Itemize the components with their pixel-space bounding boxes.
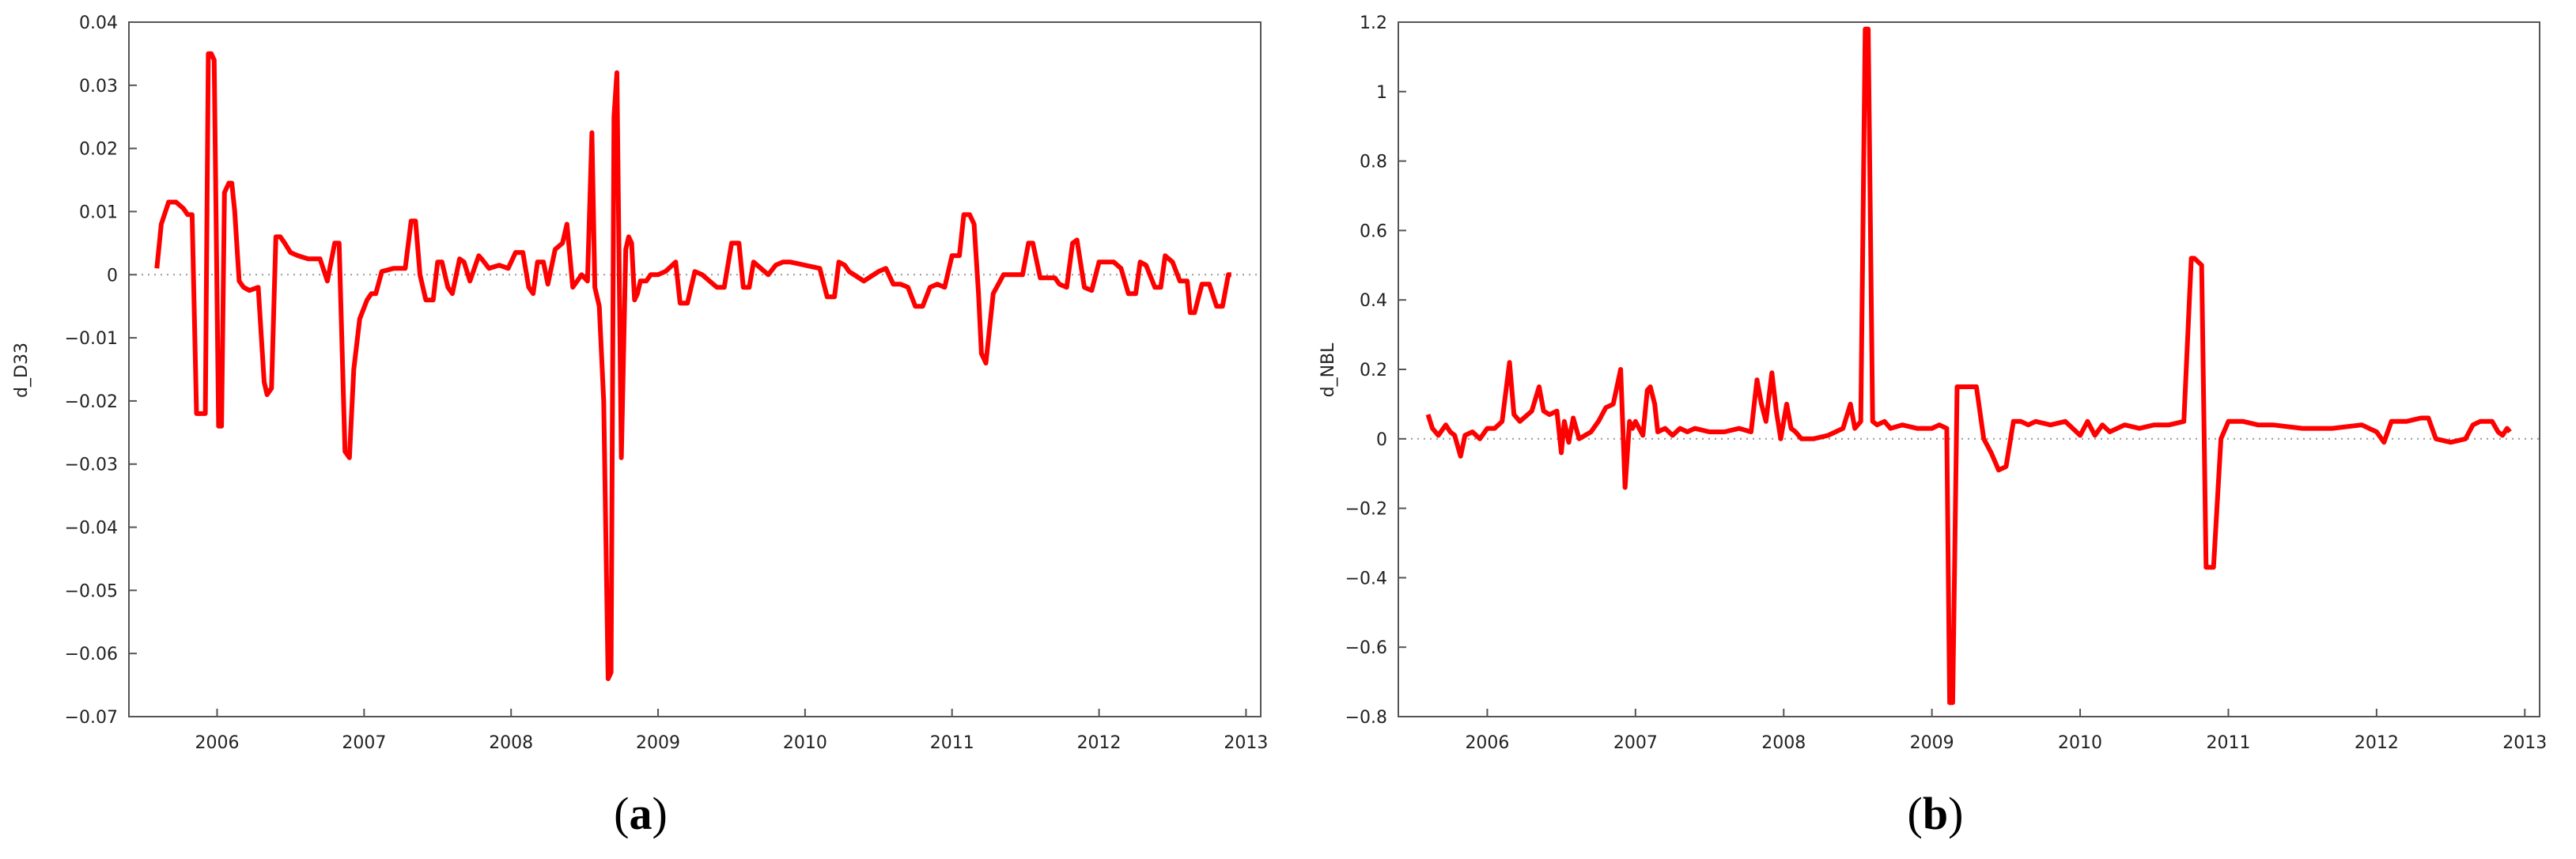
series-line-d-nbl — [1425, 26, 2512, 706]
y-tick-label: 1.2 — [1360, 13, 1387, 33]
x-tick-label: 2009 — [1910, 733, 1954, 753]
y-tick-label: −0.01 — [65, 329, 118, 349]
caption-a: (a) — [614, 788, 668, 839]
y-tick-label: 1 — [1376, 83, 1387, 103]
x-tick-label: 2006 — [1465, 733, 1509, 753]
y-axis-label-a: d_D33 — [12, 342, 32, 398]
y-tick-label: 0.02 — [79, 140, 118, 160]
y-tick-label: −0.07 — [65, 708, 118, 728]
x-axis-b: 2006 2007 2008 2009 2010 2011 2012 2013 — [1465, 709, 2547, 753]
y-tick-label: −0.02 — [65, 392, 118, 412]
x-tick-label: 2010 — [2058, 733, 2102, 753]
y-tick-label: −0.6 — [1345, 638, 1387, 658]
x-tick-label: 2012 — [2355, 733, 2399, 753]
x-tick-label: 2009 — [636, 733, 680, 753]
x-tick-label: 2006 — [195, 733, 240, 753]
y-tick-label: −0.4 — [1345, 569, 1387, 588]
y-axis-a: 0.04 0.03 0.02 0.01 0 −0.01 −0.02 −0.03 −0.04 −0.… — [65, 13, 137, 728]
chart-panel-a: 0.04 0.03 0.02 0.01 0 −0.01 −0.02 −0.03 −0.04 −0.… — [12, 13, 1268, 839]
y-tick-label: −0.06 — [65, 645, 118, 664]
y-tick-label: −0.03 — [65, 456, 118, 475]
chart-panel-b: 1.210.80.60.40.20−0.2−0.4−0.6−0.8 2006 20… — [1318, 13, 2547, 839]
x-tick-label: 2011 — [930, 733, 974, 753]
caption-b: (b) — [1908, 788, 1964, 839]
x-axis-a: 2006 2007 2008 2009 2010 2011 2012 2013 — [195, 709, 1268, 753]
x-tick-label: 2013 — [2502, 733, 2547, 753]
y-tick-label: −0.8 — [1345, 708, 1387, 728]
y-tick-label: 0 — [107, 266, 118, 286]
y-tick-label: 0.03 — [79, 77, 118, 96]
x-tick-label: 2013 — [1224, 733, 1268, 753]
series-line-d-d33 — [154, 51, 1231, 682]
y-tick-label: 0.04 — [79, 13, 118, 33]
y-tick-label: −0.2 — [1345, 500, 1387, 520]
x-tick-label: 2012 — [1077, 733, 1122, 753]
plot-frame-b — [1398, 21, 2540, 717]
x-tick-label: 2008 — [1761, 733, 1806, 753]
x-tick-label: 2011 — [2206, 733, 2250, 753]
x-tick-label: 2010 — [783, 733, 827, 753]
y-tick-label: 0.6 — [1360, 221, 1387, 241]
x-tick-label: 2007 — [342, 733, 386, 753]
y-tick-label: 0.01 — [79, 202, 118, 222]
y-tick-label: 0.8 — [1360, 153, 1387, 172]
y-tick-label: −0.04 — [65, 519, 118, 539]
y-tick-label: 0.4 — [1360, 291, 1387, 311]
y-tick-label: 0.2 — [1360, 361, 1387, 380]
x-tick-label: 2008 — [489, 733, 533, 753]
y-tick-label: −0.05 — [65, 581, 118, 601]
plot-frame-a — [128, 21, 1262, 717]
y-axis-label-b: d_NBL — [1318, 342, 1338, 398]
y-axis-b: 1.2 1 0.8 0.6 0.4 0.2 0 −0.2 −0.4 −0.6 −0.8 — [1345, 13, 1406, 728]
y-tick-label: 0 — [1376, 430, 1387, 450]
x-tick-label: 2007 — [1613, 733, 1658, 753]
